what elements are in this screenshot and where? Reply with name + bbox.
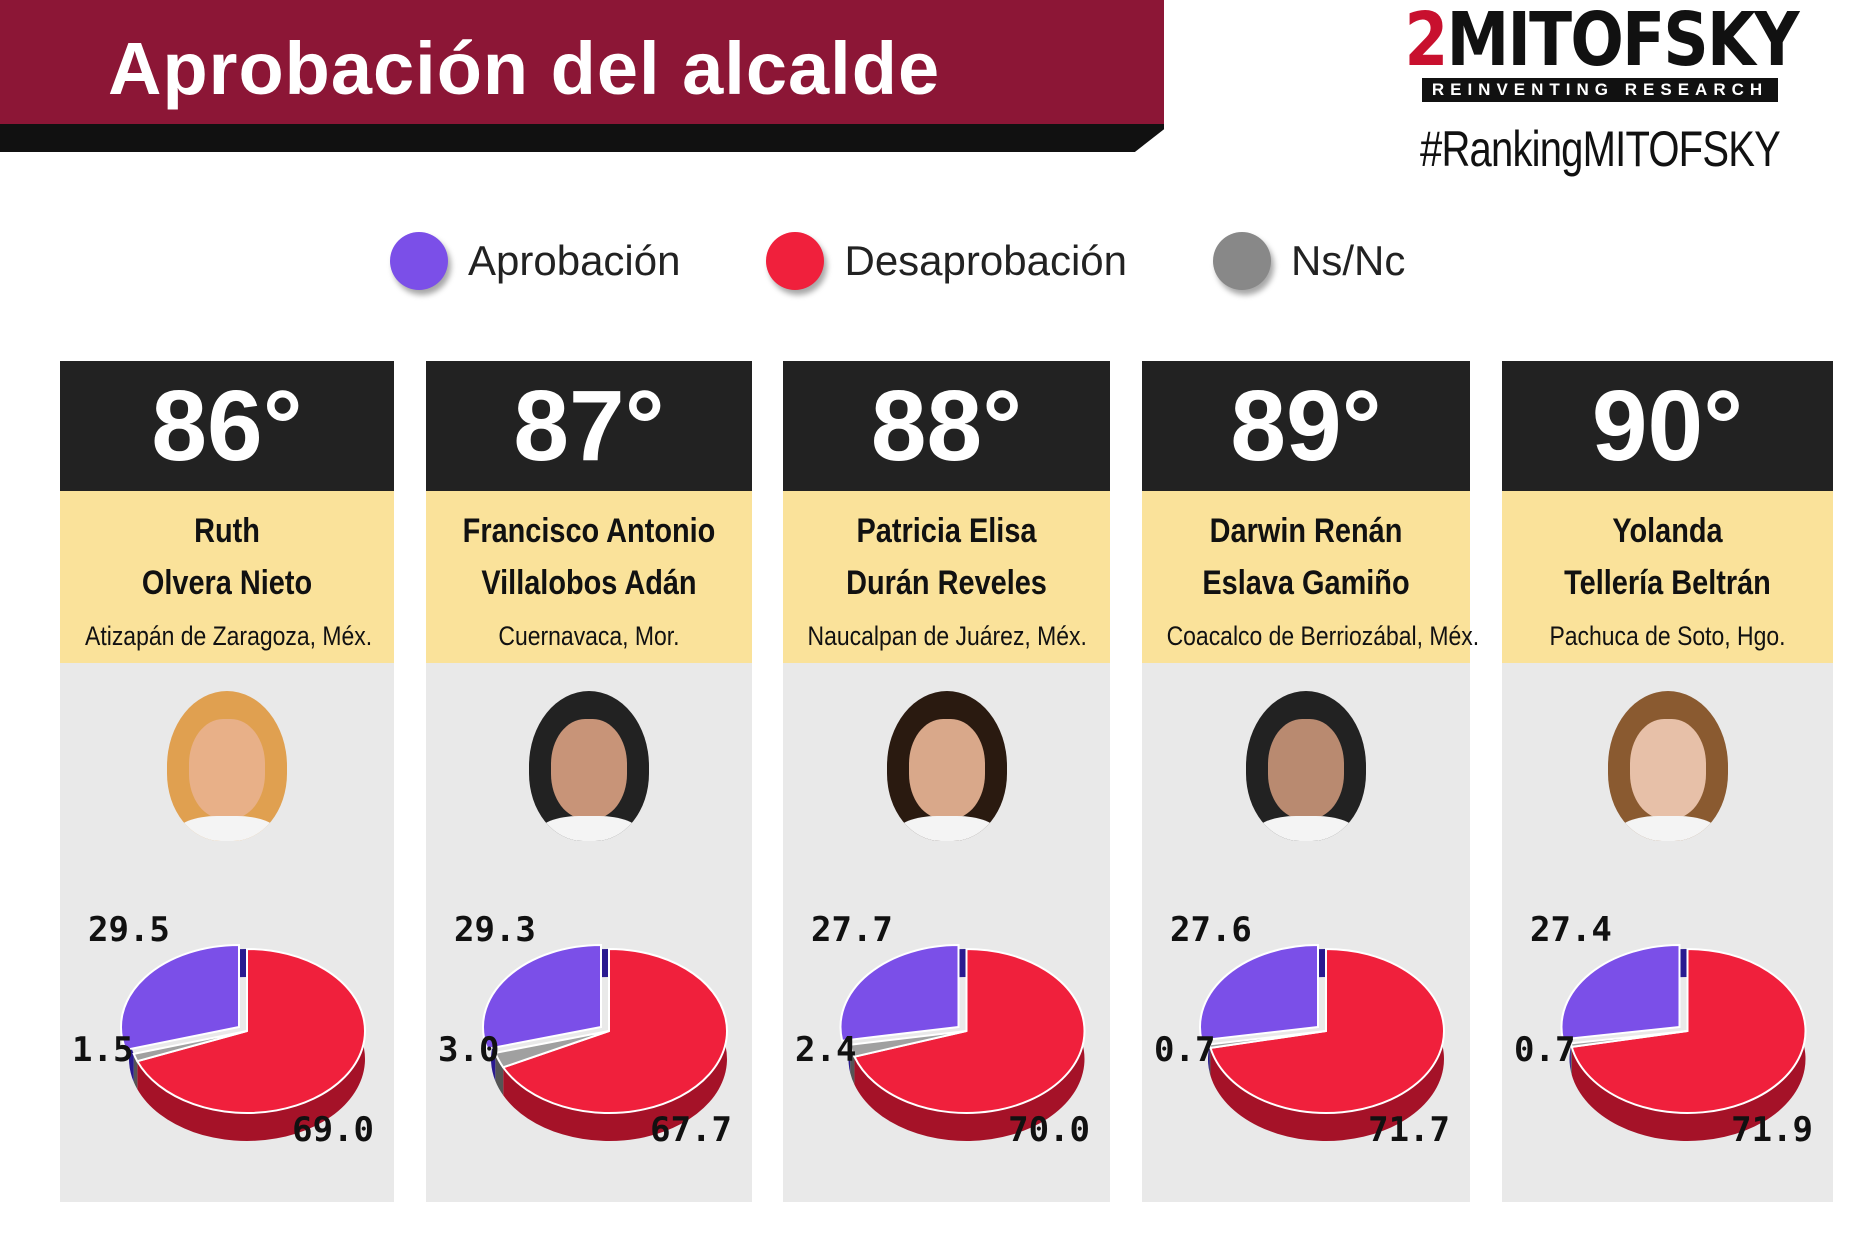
name-last: Tellería Beltrán <box>1564 564 1771 602</box>
city: Coacalco de Berriozábal, Méx. <box>1166 621 1480 651</box>
mayor-photo <box>886 691 1007 841</box>
page-title: Aprobación del alcalde <box>108 27 941 110</box>
mayor-panel: 90° Yolanda Tellería Beltrán Pachuca de … <box>1502 361 1833 1202</box>
slice-disapproval <box>852 947 1086 1114</box>
data-label: 2.4 <box>795 1030 856 1070</box>
mayor-photo <box>1246 691 1366 841</box>
slice-disapproval <box>135 947 366 1114</box>
mayor-panel: 88° Patricia Elisa Durán Reveles Naucalp… <box>783 361 1110 1202</box>
data-label: 29.5 <box>88 910 170 950</box>
data-label: 0.7 <box>1514 1030 1575 1070</box>
legend: Aprobación Desaprobación Ns/Nc <box>390 232 1491 290</box>
name-last: Durán Reveles <box>846 564 1047 602</box>
mayor-panel: 86° Ruth Olvera Nieto Atizapán de Zarago… <box>60 361 394 1202</box>
legend-disapproval: Desaprobación <box>766 232 1127 290</box>
mayor-photo <box>1607 691 1728 841</box>
title-banner: Aprobación del alcalde <box>0 0 1164 152</box>
name-last: Villalobos Adán <box>481 564 697 602</box>
data-label: 1.5 <box>72 1030 133 1070</box>
name-box: Patricia Elisa Durán Reveles Naucalpan d… <box>783 491 1110 663</box>
name-box: Darwin Renán Eslava Gamiño Coacalco de B… <box>1142 491 1480 663</box>
pie-chart: 27.4 71.9 0.7 <box>1514 910 1813 1150</box>
data-label: 71.9 <box>1731 1110 1813 1150</box>
legend-dot <box>1213 232 1271 290</box>
name-box: Yolanda Tellería Beltrán Pachuca de Soto… <box>1502 491 1833 663</box>
slice-nsnc <box>848 1030 967 1058</box>
slice-disapproval <box>1570 947 1807 1114</box>
name-first: Francisco Antonio <box>462 512 716 550</box>
pie-chart: 29.5 69.0 1.5 <box>72 910 374 1150</box>
slice-nsnc <box>1208 1030 1327 1049</box>
name-last: Eslava Gamiño <box>1202 564 1410 602</box>
name-box: Ruth Olvera Nieto Atizapán de Zaragoza, … <box>60 491 394 663</box>
data-label: 3.0 <box>438 1030 499 1070</box>
slice-approval <box>839 943 960 1042</box>
city: Atizapán de Zaragoza, Méx. <box>85 621 373 651</box>
slice-disapproval <box>1209 947 1445 1114</box>
rank: 87° <box>426 361 752 491</box>
data-label: 70.0 <box>1008 1110 1090 1150</box>
data-label: 71.7 <box>1368 1110 1450 1150</box>
city: Cuernavaca, Mor. <box>498 621 680 651</box>
slice-nsnc-side <box>1570 1043 1572 1075</box>
city: Naucalpan de Juárez, Méx. <box>807 621 1087 651</box>
legend-dot <box>766 232 825 290</box>
slice-nsnc <box>132 1030 248 1063</box>
data-label: 0.7 <box>1154 1030 1215 1070</box>
pie-chart: 29.3 67.7 3.0 <box>438 910 732 1150</box>
legend-nsnc: Ns/Nc <box>1213 232 1405 290</box>
name-first: Ruth <box>194 512 260 550</box>
name-first: Patricia Elisa <box>856 512 1037 550</box>
slice-nsnc <box>493 1030 610 1069</box>
legend-approval: Aprobación <box>390 232 680 290</box>
data-label: 67.7 <box>650 1110 732 1150</box>
mayor-panel: 87° Francisco Antonio Villalobos Adán Cu… <box>426 361 752 1202</box>
data-label: 29.3 <box>454 910 536 950</box>
data-label: 27.4 <box>1530 910 1612 950</box>
mitofsky-logo: 2MITOFSKY REINVENTING RESEARCH #RankingM… <box>1404 0 1800 177</box>
mayor-photo <box>529 691 649 841</box>
slice-approval <box>120 943 240 1052</box>
slice-nsnc-side <box>1209 1044 1211 1076</box>
slice-disapproval <box>501 947 728 1114</box>
pie-chart: 27.7 70.0 2.4 <box>795 910 1090 1150</box>
legend-dot <box>390 232 448 290</box>
data-label: 69.0 <box>292 1110 374 1150</box>
slice-nsnc-side <box>133 1053 138 1090</box>
data-label: 27.7 <box>811 910 893 950</box>
slice-approval <box>1560 943 1681 1041</box>
name-box: Francisco Antonio Villalobos Adán Cuerna… <box>426 491 752 663</box>
name-first: Yolanda <box>1612 512 1723 550</box>
mayor-panel: 89° Darwin Renán Eslava Gamiño Coacalco … <box>1142 361 1480 1202</box>
name-first: Darwin Renán <box>1209 512 1403 550</box>
pie-chart: 27.6 71.7 0.7 <box>1154 910 1450 1150</box>
hashtag: #RankingMITOFSKY <box>1420 121 1781 177</box>
city: Pachuca de Soto, Hgo. <box>1549 621 1786 651</box>
rank: 89° <box>1142 361 1470 491</box>
slice-nsnc <box>1569 1030 1688 1048</box>
rank: 90° <box>1502 361 1833 491</box>
slice-nsnc-side <box>495 1052 504 1096</box>
rank: 88° <box>783 361 1110 491</box>
slice-approval <box>482 943 602 1051</box>
slice-approval <box>1199 943 1319 1042</box>
name-last: Olvera Nieto <box>141 564 313 602</box>
data-label: 27.6 <box>1170 910 1252 950</box>
rank: 86° <box>60 361 394 491</box>
mayor-photo <box>167 691 287 841</box>
